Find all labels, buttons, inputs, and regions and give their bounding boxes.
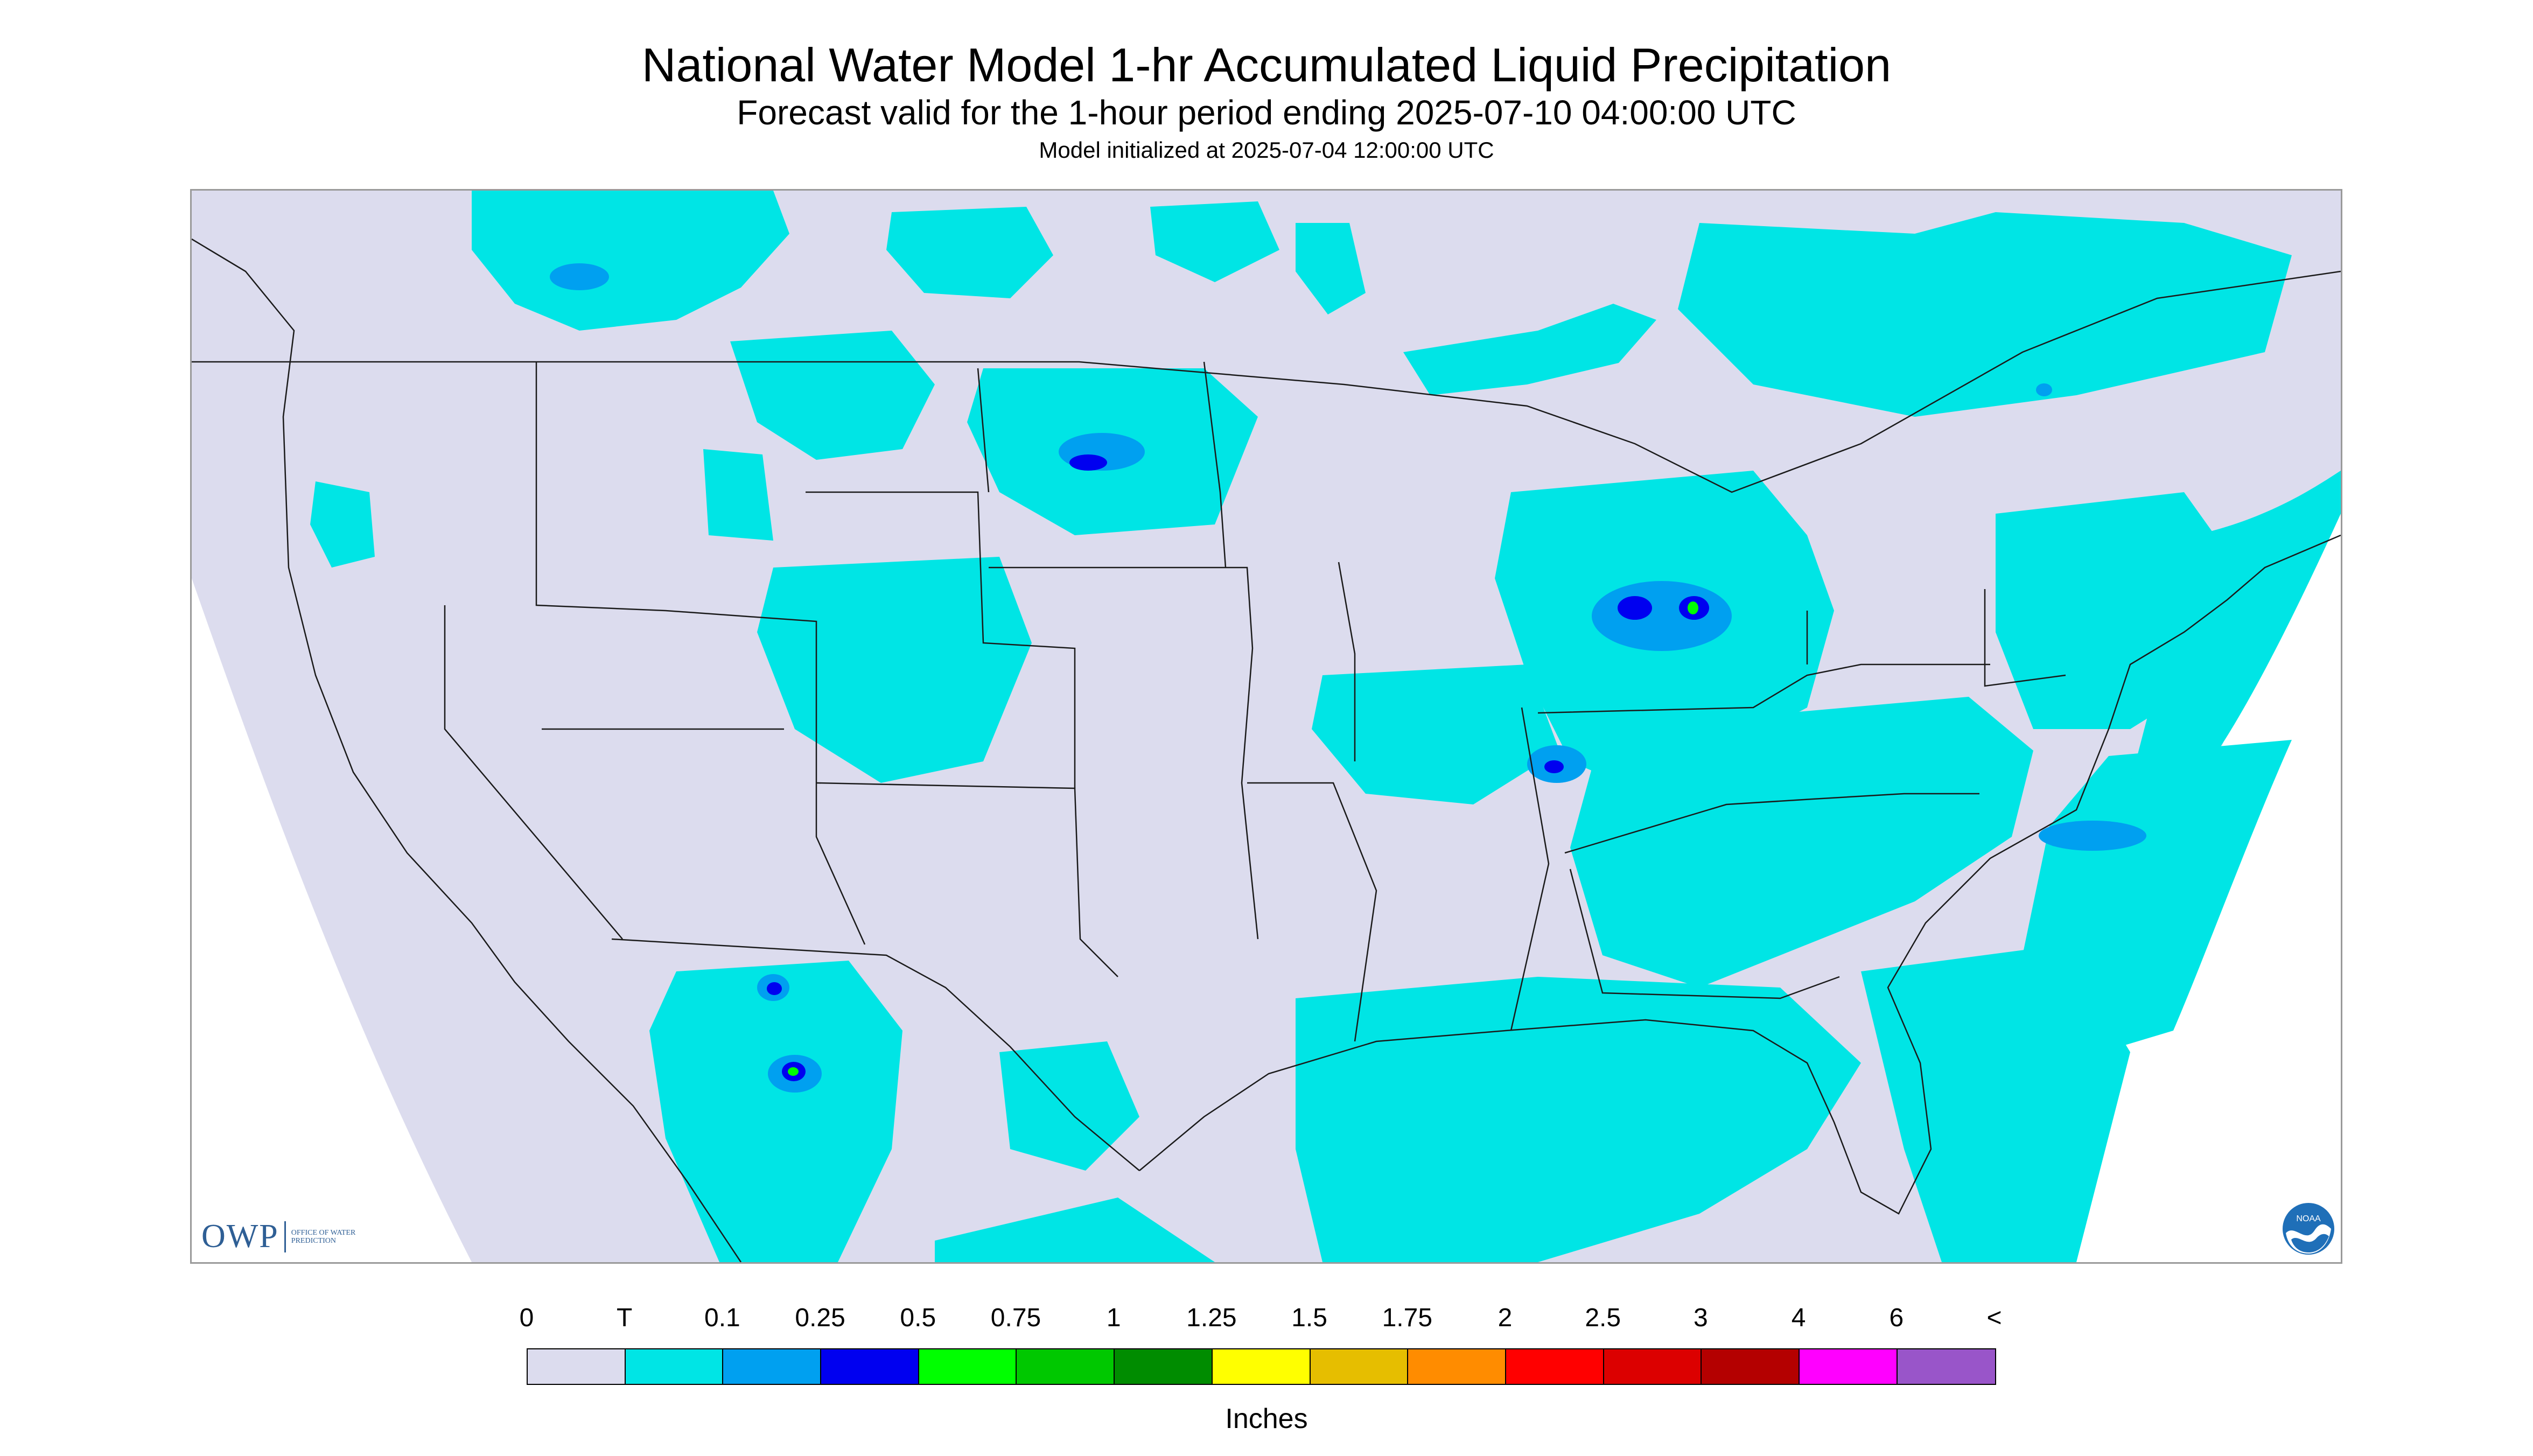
state-line [1569,869,1840,999]
state-line [1564,793,1979,854]
boundary-lines [192,238,2341,1262]
precip-core [788,1067,799,1076]
legend-swatch [528,1349,626,1384]
coastline [1139,534,2341,1215]
legend-swatch [723,1349,822,1384]
state-line [806,491,1076,788]
legend-swatch [625,1349,724,1384]
country-border [192,270,2341,493]
precip-area [1296,977,1861,1262]
noaa-logo: NOAA [2283,1203,2334,1255]
model-init-line: Model initialized at 2025-07-04 12:00:00… [1039,137,1494,163]
legend-label: 3 [1694,1304,1708,1332]
precipitation-map: OWP OFFICE OF WATER PREDICTION NOAA [190,189,2342,1264]
heavy-precip-cores [788,601,1698,1076]
state-line [1203,361,1227,568]
precip-area [310,481,375,568]
precip-area [935,1198,1215,1262]
legend-swatch [1212,1349,1311,1384]
legend-label: 4 [1791,1304,1806,1332]
precip-area [472,191,789,331]
owp-logo: OWP OFFICE OF WATER PREDICTION [201,1217,356,1256]
legend-label: < [1986,1304,2002,1332]
map-title: National Water Model 1-hr Accumulated Li… [641,38,1892,92]
state-line [1510,707,1550,1031]
legend-label: T [617,1304,633,1332]
legend-color-bar [527,1348,1997,1385]
legend-label: 0.25 [795,1304,845,1332]
legend-swatch [1115,1349,1213,1384]
legend-swatch [1310,1349,1409,1384]
legend-label: 1.75 [1382,1304,1433,1332]
legend-label: 0.1 [704,1304,740,1332]
precip-core [1618,596,1652,620]
legend-label: 6 [1889,1304,1904,1332]
legend-labels: 0 T 0.1 0.25 0.5 0.75 1 1.25 1.5 1.75 2 2.5 3 4 6 < [0,1303,2533,1341]
state-line [1338,562,1356,761]
precip-area [2130,471,2341,783]
precip-area [703,449,773,541]
state-line [1984,589,2066,687]
state-line [535,362,866,945]
coastline [192,238,742,1262]
precip-area [649,961,902,1262]
precip-area [730,331,935,460]
precip-area [1150,201,1279,282]
precip-core [2036,383,2052,396]
legend-swatch [1604,1349,1702,1384]
state-line [816,782,1118,977]
precip-area [1296,223,1366,314]
country-border [611,938,1140,1171]
precip-area [2023,740,2292,1063]
state-line [977,368,990,493]
legend-label: 1.5 [1291,1304,1327,1332]
precip-core [1688,601,1698,614]
owp-logo-divider [284,1221,286,1252]
noaa-logo-text: NOAA [2296,1214,2321,1223]
map-canvas [192,191,2341,1262]
state-line [1247,782,1377,1042]
owp-logo-subtext: OFFICE OF WATER PREDICTION [291,1228,356,1245]
legend-label: 1.25 [1186,1304,1237,1332]
precip-area [1570,697,2033,988]
legend-swatch [1408,1349,1506,1384]
state-line [1537,663,1990,714]
precip-area [1403,304,1656,395]
precip-area [1678,212,2292,417]
legend-swatch [1506,1349,1604,1384]
precip-core [1544,760,1564,773]
legend-swatch [821,1349,919,1384]
legend-label: 0.75 [990,1304,1041,1332]
precip-core [767,982,782,995]
legend-swatch [1897,1349,1996,1384]
trace-precip-areas [310,191,2341,1262]
legend-label: 0 [519,1304,534,1332]
legend-swatch [1702,1349,1800,1384]
precip-core [2039,821,2146,851]
precip-area [1312,664,1559,804]
legend-label: 2 [1498,1304,1513,1332]
legend-swatch [1017,1349,1115,1384]
legend-label: 2.5 [1585,1304,1621,1332]
legend-swatch [919,1349,1017,1384]
legend-label: 0.5 [900,1304,936,1332]
moderate-precip-cores [767,454,1709,1081]
precip-area [1861,944,2130,1262]
precip-core [550,263,609,290]
precip-core [1592,581,1732,651]
precip-area [757,557,1032,783]
state-line [989,566,1259,940]
legend-units: Inches [1225,1403,1308,1434]
map-subtitle: Forecast valid for the 1-hour period end… [737,93,1796,132]
precip-area [886,207,1053,298]
legend-swatch [1799,1349,1898,1384]
state-line [444,605,623,940]
precip-core [1069,454,1107,471]
owp-logo-text: OWP [201,1218,279,1255]
legend-label: 1 [1106,1304,1121,1332]
